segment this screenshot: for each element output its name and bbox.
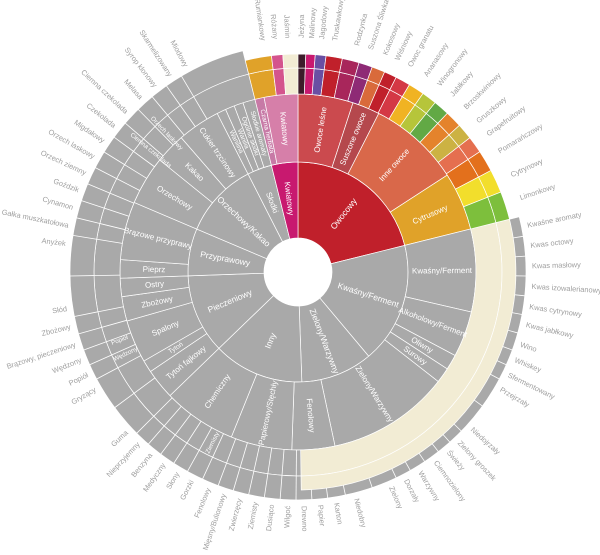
- ring1-label-kwiatowy: Kwiatowy: [282, 181, 295, 216]
- outer-label-migdalowy: Migdałowy: [73, 118, 107, 145]
- outer-label-gozdzik: Goździk: [52, 176, 80, 194]
- outer-label-rumiankowy: Rumiankowy: [253, 0, 268, 42]
- swatch-layer: [244, 53, 517, 491]
- ring4-separator: [78, 326, 102, 335]
- ring4-separator: [125, 122, 144, 140]
- center-hole: [264, 238, 332, 306]
- ring4-separator: [151, 96, 168, 116]
- ring2-label-kwiatowy: Kwiatowy: [278, 111, 290, 146]
- ring1-layer: [187, 161, 409, 383]
- outer-label-slod: Słód: [52, 304, 68, 315]
- ring4-separator: [137, 109, 156, 127]
- outer-label-przejrzaly: Przejrzały: [498, 385, 531, 409]
- ring4-separator: [217, 462, 227, 486]
- ring4-separator: [181, 75, 195, 97]
- outer-label-kwas-jablkowy: Kwas jabłkowy: [525, 320, 575, 340]
- ring4-separator: [113, 136, 134, 152]
- outer-label-kwas-octowy: Kwas octowy: [530, 236, 574, 250]
- outer-label-karton: Karton: [332, 502, 344, 525]
- ring2-label-pieprz: Pieprz: [143, 265, 166, 274]
- ring4-separator: [74, 311, 98, 317]
- ring4-separator: [166, 85, 181, 106]
- ring4-separator: [83, 341, 107, 351]
- ring4-separator: [187, 450, 200, 472]
- ring4-separator: [173, 442, 188, 464]
- ring4-swatch-jezyna: [297, 53, 307, 69]
- ring2-label-fenolowy: Fenolowy: [305, 398, 317, 433]
- outer-label-kwas-cytrynowy: Kwas cytrynowy: [529, 302, 583, 319]
- ring4-separator: [96, 367, 119, 380]
- ring4-swatch-truskawkowy: [323, 55, 343, 73]
- ring4-separator: [232, 467, 241, 491]
- ring4-separator: [81, 200, 105, 209]
- outer-label-ziemisty: Ziemisty: [246, 501, 260, 530]
- outer-label-kwasne-aromaty: Kwaśne aromaty: [526, 210, 582, 230]
- ring4-separator: [248, 471, 255, 495]
- outer-label-gryzacy: Gryzący: [70, 385, 98, 406]
- ring2-label-ostry: Ostry: [145, 279, 165, 290]
- ring4-separator: [76, 217, 100, 224]
- outer-label-slony: Słony: [164, 470, 181, 491]
- outer-label-truskawkowy: Truskawkowy: [330, 0, 346, 42]
- ring4-separator: [103, 151, 125, 165]
- ring4-separator: [89, 354, 112, 366]
- outer-label-rozany: Różany: [269, 14, 280, 40]
- ring4-separator: [72, 234, 97, 240]
- ring4-separator: [148, 425, 165, 445]
- outer-label-dorzaly: Dorzały: [402, 477, 422, 504]
- outer-label-galka-muszkatolowa: Gałka muszkatołowa: [1, 207, 70, 230]
- ring4-separator: [136, 415, 155, 434]
- ring4-swatch-limonkowy: [487, 191, 510, 224]
- outer-label-anyzek: Anyżek: [41, 236, 66, 248]
- ring4-separator: [279, 475, 283, 500]
- ring4-separator: [202, 457, 213, 480]
- outer-label-fenolowy: Fenolowy: [192, 486, 213, 519]
- ring4-separator: [160, 434, 176, 455]
- ring4-separator: [95, 167, 117, 179]
- outer-label-wilgoc: Wilgoć: [282, 505, 292, 528]
- outer-label-zielony: Zielony: [387, 485, 405, 511]
- outer-label-cynamon: Cynamon: [41, 194, 74, 211]
- outer-label-zwierzecy: Zwierzęcy: [227, 497, 244, 532]
- outer-label-gorzki: Gorzki: [178, 478, 196, 501]
- ring4-separator: [114, 393, 135, 408]
- outer-label-miodowy: Miodowy: [168, 39, 190, 69]
- outer-label-rodzynka: Rodzynka: [352, 12, 369, 47]
- ring4-swatch-malinowy: [304, 53, 316, 70]
- outer-label-kwas-izowalerianowy: Kwas izowalerianowy: [531, 282, 600, 295]
- outer-label-drewno: Drewno: [300, 506, 310, 532]
- outer-label-whiskey: Whiskey: [513, 355, 543, 374]
- outer-label-niedobry: Niedobry: [352, 497, 368, 528]
- ring4-separator: [263, 473, 269, 498]
- outer-label-limonkowy: Limonkowy: [518, 182, 556, 202]
- outer-label-jezyna: Jeżyna: [297, 14, 306, 38]
- outer-label-dusiaco: Dusiąco: [264, 504, 276, 532]
- outer-label-papier: Papier: [316, 504, 327, 527]
- outer-label-melasa: Melasa: [122, 77, 145, 101]
- outer-label-zbozowy: Zbożowy: [41, 322, 72, 338]
- ring2-label-kwasny-ferment: Kwaśny/Ferment: [412, 266, 473, 276]
- outer-label-jasmin: Jaśmin: [282, 15, 292, 39]
- outer-label-guma: Guma: [109, 428, 131, 449]
- outer-label-malinowy: Malinowy: [307, 7, 318, 39]
- ring4-swatch-rozany: [271, 54, 285, 70]
- outer-label-cytrynowy: Cytrynowy: [509, 156, 544, 179]
- outer-label-jagodowy: Jagodowy: [317, 5, 329, 39]
- outer-label-kwas-maslowy: Kwas masłowy: [532, 260, 581, 270]
- ring2-layer: [119, 93, 477, 451]
- outer-label-popiol: Popiół: [67, 370, 90, 387]
- outer-label-wino: Wino: [519, 340, 538, 354]
- ring4-separator: [87, 183, 111, 194]
- outer-label-wedzony: Wędzony: [51, 355, 83, 375]
